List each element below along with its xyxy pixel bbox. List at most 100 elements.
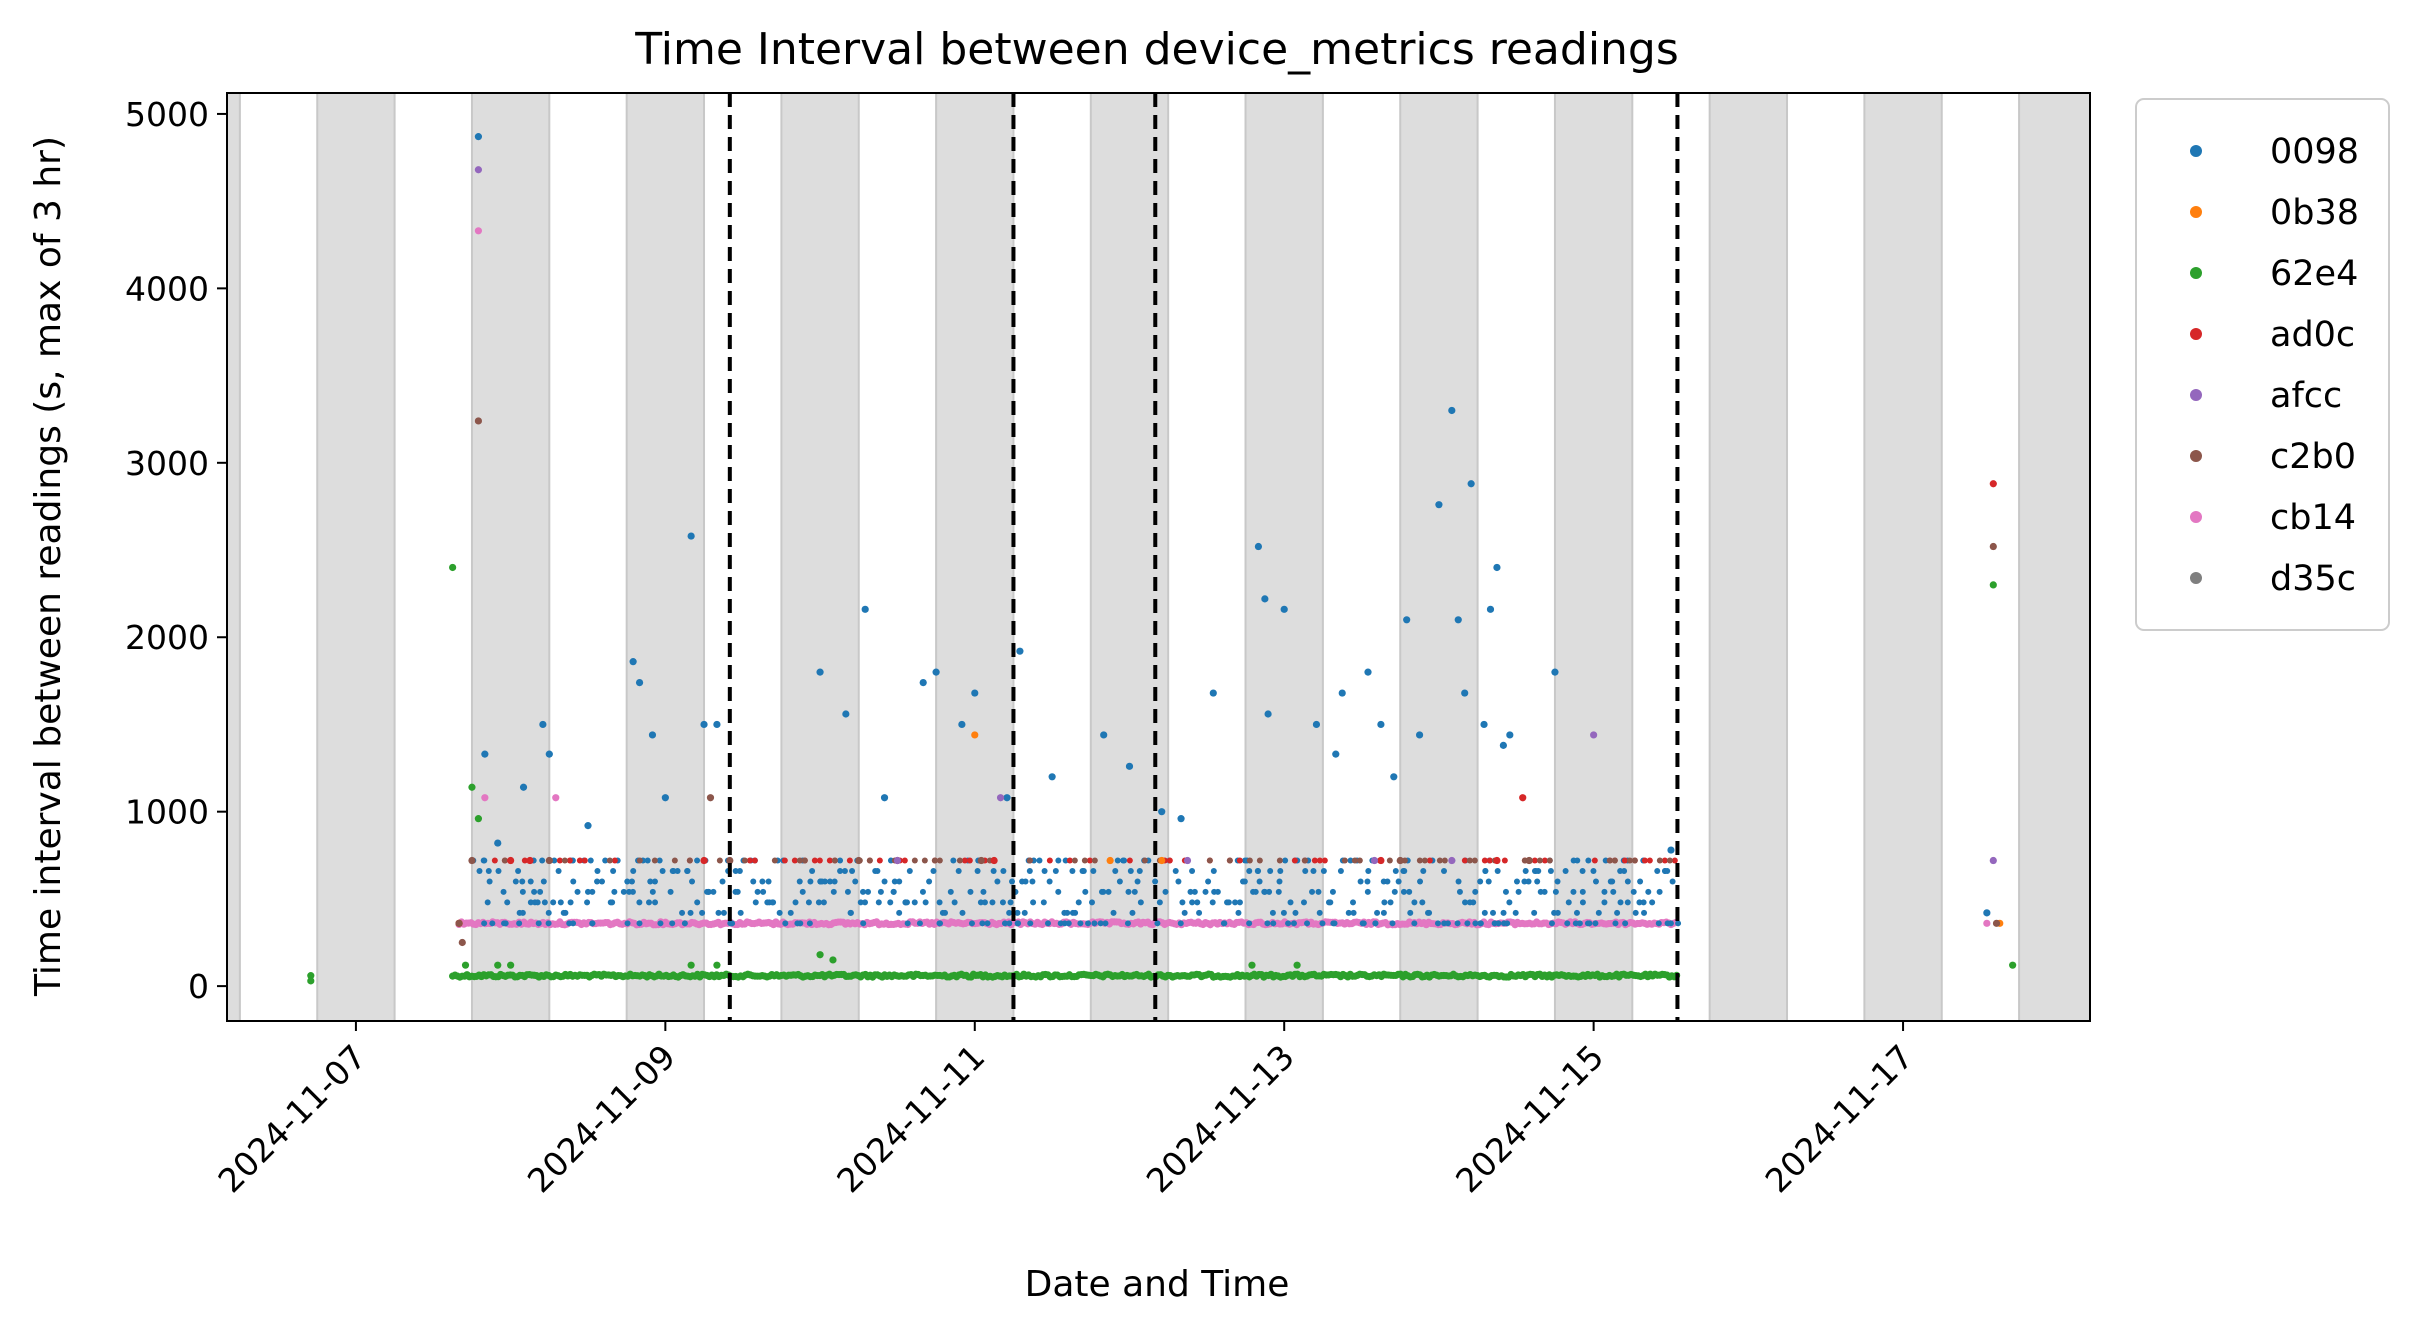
data-point-0098 xyxy=(1280,909,1287,916)
data-point-0098 xyxy=(584,899,591,906)
legend-label-0b38: 0b38 xyxy=(2270,193,2359,233)
data-point-0098 xyxy=(1246,867,1253,874)
data-point-0098 xyxy=(922,899,929,906)
data-point-c2b0 xyxy=(1091,857,1098,864)
data-point-0098 xyxy=(624,920,631,927)
data-point-0098 xyxy=(1310,867,1317,874)
data-point-0098 xyxy=(624,878,631,885)
data-point-afcc xyxy=(1989,856,1997,865)
data-point-c2b0 xyxy=(1666,857,1673,864)
data-point-0098 xyxy=(704,888,711,895)
data-point-0098 xyxy=(1091,920,1098,927)
data-point-0098 xyxy=(896,878,903,885)
data-point-0098 xyxy=(646,899,653,906)
data-point-0098 xyxy=(567,899,574,906)
data-point-0098 xyxy=(841,867,848,874)
data-point-0098 xyxy=(1337,867,1344,874)
data-point-62e4 xyxy=(829,956,837,964)
data-point-0098 xyxy=(570,878,577,885)
data-point-62e4 xyxy=(494,961,502,969)
data-point-0098 xyxy=(1525,878,1532,885)
data-point-0098 xyxy=(1189,867,1196,874)
data-point-0098 xyxy=(1464,920,1471,927)
data-point-0098 xyxy=(1377,720,1385,729)
legend: 0098 0b38 62e4 ad0c afcc c2b0 cb14 d35c xyxy=(2135,98,2390,631)
data-point-0098 xyxy=(1636,899,1643,906)
data-point-0098 xyxy=(1640,899,1647,906)
data-point-0098 xyxy=(1172,867,1179,874)
data-point-0098 xyxy=(1052,867,1059,874)
data-point-0098 xyxy=(1280,605,1288,613)
data-point-0098 xyxy=(1080,867,1087,874)
data-point-0098 xyxy=(1009,878,1016,885)
data-point-0098 xyxy=(1499,741,1507,749)
data-point-0098 xyxy=(629,658,637,666)
data-point-0098 xyxy=(837,867,844,874)
data-point-0098 xyxy=(1315,888,1322,895)
data-point-0098 xyxy=(809,867,816,874)
data-point-0098 xyxy=(1015,920,1022,927)
data-point-0098 xyxy=(594,867,601,874)
data-point-0098 xyxy=(1415,731,1424,739)
data-point-0098 xyxy=(903,899,910,906)
data-point-0098 xyxy=(1586,920,1593,927)
data-point-0098 xyxy=(968,920,975,927)
data-point-0098 xyxy=(860,888,867,895)
data-point-0098 xyxy=(930,867,937,874)
data-point-ad0c xyxy=(826,857,833,864)
data-point-ad0c xyxy=(1591,857,1598,864)
data-point-c2b0 xyxy=(1226,857,1233,864)
data-point-c2b0 xyxy=(796,857,803,864)
data-point-0098 xyxy=(647,878,654,885)
data-point-ad0c xyxy=(811,857,818,864)
data-point-0098 xyxy=(1417,878,1424,885)
data-point-0098 xyxy=(1277,867,1284,874)
data-point-0098 xyxy=(1221,920,1228,927)
night-band xyxy=(226,92,241,1022)
data-point-0098 xyxy=(1441,867,1448,874)
data-point-0098 xyxy=(555,867,562,874)
data-point-0098 xyxy=(955,867,962,874)
data-point-0098 xyxy=(713,720,721,729)
data-point-62e4 xyxy=(1248,961,1256,969)
data-point-0098 xyxy=(1232,899,1239,906)
data-point-0098 xyxy=(476,867,483,874)
data-point-0098 xyxy=(1338,689,1346,697)
data-point-0098 xyxy=(598,878,605,885)
data-point-0098 xyxy=(1085,920,1092,927)
data-point-0098 xyxy=(1097,920,1104,927)
data-point-0098 xyxy=(1100,731,1108,739)
data-point-ad0c xyxy=(846,857,853,864)
data-point-0098 xyxy=(919,678,927,687)
data-point-afcc xyxy=(1183,856,1192,865)
data-point-0098 xyxy=(1624,899,1631,906)
data-point-0098 xyxy=(501,920,508,927)
data-point-0098 xyxy=(1088,899,1095,906)
data-point-0098 xyxy=(1125,762,1134,770)
data-point-62e4 xyxy=(1989,581,1997,589)
data-point-0098 xyxy=(1162,888,1169,895)
data-point-0098 xyxy=(519,783,528,791)
data-point-0098 xyxy=(1065,920,1072,927)
plot-frame xyxy=(226,92,2091,1022)
data-point-0098 xyxy=(1285,920,1292,927)
data-point-c2b0 xyxy=(1301,857,1308,864)
data-point-c2b0 xyxy=(741,857,748,864)
data-point-0098 xyxy=(1551,668,1559,676)
data-point-0098 xyxy=(974,867,981,874)
night-band xyxy=(935,92,1015,1022)
data-point-cb14 xyxy=(481,794,489,802)
data-point-c2b0 xyxy=(1396,856,1404,865)
data-point-0098 xyxy=(1158,808,1166,816)
data-point-0098 xyxy=(734,888,741,895)
data-point-0098 xyxy=(1006,920,1013,927)
data-point-0098 xyxy=(550,899,557,906)
night-band xyxy=(2018,92,2091,1022)
data-point-0098 xyxy=(1477,878,1484,885)
data-point-0098 xyxy=(1554,878,1561,885)
data-point-0098 xyxy=(644,857,651,864)
data-point-0098 xyxy=(807,878,814,885)
data-point-0098 xyxy=(557,899,564,906)
data-point-0098 xyxy=(1202,888,1209,895)
data-point-ad0c xyxy=(1377,856,1385,865)
